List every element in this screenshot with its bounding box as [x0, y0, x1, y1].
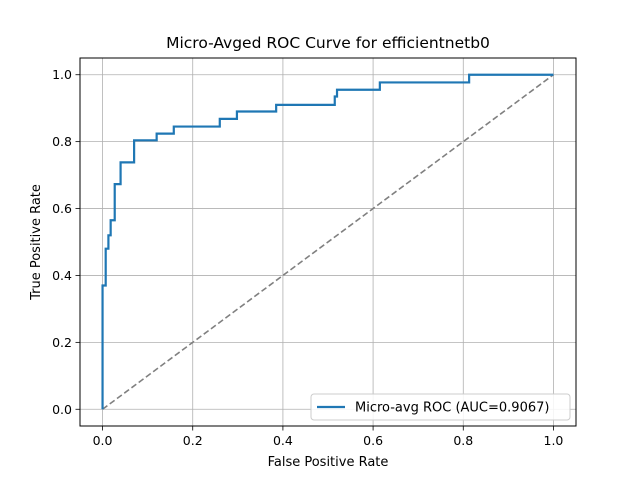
x-tick-label-2: 0.4 [273, 433, 293, 448]
x-tick-label-0: 0.0 [93, 433, 113, 448]
axis-ticks: 0.0 0.2 0.4 0.6 0.8 1.0 0.0 0.2 0.4 0.6 0.8 1.0 [52, 67, 563, 448]
series-layer [101, 73, 554, 410]
y-tick-label-5: 1.0 [52, 67, 72, 82]
y-axis-label: True Positive Rate [29, 184, 44, 301]
legend-box [310, 393, 571, 421]
roc-curve-line [101, 73, 554, 410]
y-tick-label-0: 0.0 [52, 402, 72, 417]
chance-diagonal-line [102, 74, 554, 410]
legend-label-0: Micro-avg ROC (AUC=0.9067) [355, 401, 549, 416]
x-tick-label-3: 0.6 [363, 433, 383, 448]
legend: Micro-avg ROC (AUC=0.9067) [310, 393, 571, 421]
x-tick-label-5: 1.0 [544, 433, 564, 448]
x-axis-label: False Positive Rate [268, 455, 389, 470]
y-tick-label-4: 0.8 [52, 134, 72, 149]
x-tick-label-1: 0.2 [183, 433, 203, 448]
plot-frame [79, 57, 577, 427]
y-tick-label-1: 0.2 [52, 335, 72, 350]
chart-title: Micro-Avged ROC Curve for efficientnetb0 [166, 34, 490, 52]
x-tick-label-4: 0.8 [453, 433, 473, 448]
y-tick-label-2: 0.4 [52, 268, 72, 283]
y-tick-label-3: 0.6 [52, 201, 72, 216]
